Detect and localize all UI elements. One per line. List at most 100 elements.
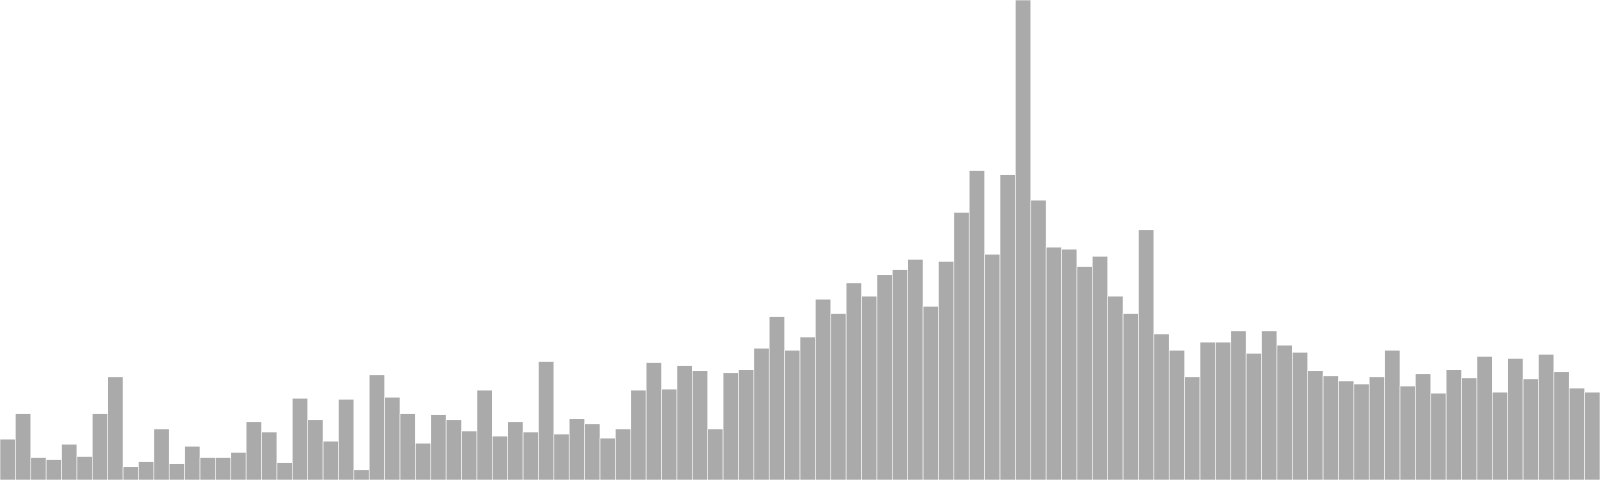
bar: [738, 369, 755, 480]
bar: [799, 336, 816, 480]
bar: [492, 435, 508, 480]
bar: [1384, 349, 1401, 480]
bar: [707, 428, 724, 480]
bar: [845, 282, 862, 480]
bar: [230, 452, 247, 480]
bar: [522, 431, 539, 480]
bar: [1399, 385, 1416, 480]
bar: [1338, 380, 1355, 480]
bar: [0, 438, 16, 480]
bar: [953, 212, 970, 480]
bar: [399, 413, 416, 480]
bar: [307, 419, 324, 480]
bar: [445, 419, 462, 480]
bar: [661, 388, 678, 480]
bar: [1030, 199, 1047, 480]
bar: [538, 361, 555, 480]
bar: [1507, 358, 1524, 480]
bar: [1368, 376, 1385, 480]
bar: [1492, 391, 1508, 480]
bar: [430, 414, 447, 480]
bar: [122, 466, 139, 480]
bar: [1261, 330, 1278, 480]
bar: [415, 442, 432, 480]
bar: [599, 437, 616, 480]
bar: [461, 430, 478, 480]
bar: [215, 457, 232, 480]
bar: [138, 461, 155, 480]
bar: [184, 445, 201, 480]
bar: [322, 440, 339, 480]
bar: [1168, 349, 1185, 480]
bar: [676, 365, 693, 480]
bar: [30, 457, 47, 480]
bar: [1245, 353, 1262, 480]
bar: [892, 269, 908, 480]
bar: [984, 253, 1001, 480]
bar: [1461, 377, 1478, 480]
bar: [1307, 370, 1324, 480]
bar: [45, 459, 62, 480]
bar: [1138, 229, 1155, 480]
bar: [1015, 0, 1032, 480]
bar: [1184, 376, 1201, 480]
bar: [1230, 330, 1247, 480]
bar: [1092, 256, 1108, 480]
bar: [630, 389, 647, 480]
bar: [1199, 341, 1216, 480]
bar: [168, 463, 185, 480]
bar: [1584, 391, 1600, 480]
bar: [353, 469, 370, 480]
bar: [1322, 375, 1339, 480]
bar: [645, 362, 662, 480]
bar: [784, 349, 801, 480]
bar: [153, 428, 170, 480]
bar: [15, 413, 32, 480]
bar: [92, 413, 108, 480]
bar: [1292, 352, 1308, 480]
bar: [553, 433, 570, 480]
bar: [753, 347, 770, 480]
bar: [1430, 392, 1447, 480]
bar: [1553, 371, 1570, 480]
bar: [568, 418, 585, 480]
bar: [1353, 383, 1370, 480]
bar: [722, 372, 739, 480]
bar: [199, 457, 216, 480]
bar: [922, 306, 939, 480]
bar: [507, 421, 524, 480]
bar: [1061, 248, 1078, 480]
bar: [1076, 266, 1093, 480]
bar: [292, 397, 308, 480]
bar: [476, 389, 493, 480]
bar: [876, 274, 893, 480]
bar: [61, 443, 78, 480]
bar: [368, 374, 385, 480]
bar: [768, 316, 785, 480]
bar: [1476, 356, 1493, 480]
bar: [76, 456, 93, 480]
bar: [1153, 333, 1170, 480]
bar: [1276, 344, 1293, 480]
bar: [1122, 313, 1139, 480]
bar: [615, 428, 632, 480]
bar: [1107, 295, 1124, 480]
bar: [830, 313, 847, 480]
bar: [1415, 373, 1432, 480]
bar: [1522, 378, 1539, 480]
bar: [861, 295, 878, 480]
bar: [584, 423, 601, 480]
bar: [968, 170, 985, 480]
bar: [1568, 387, 1585, 480]
bar: [276, 462, 293, 480]
bar: [999, 174, 1016, 480]
bar: [261, 431, 278, 480]
bar: [1445, 369, 1462, 480]
bar: [1538, 354, 1555, 480]
bar: [692, 370, 708, 480]
bar: [245, 421, 262, 480]
bar: [1215, 341, 1232, 480]
bar: [107, 376, 124, 480]
bar: [815, 298, 832, 480]
